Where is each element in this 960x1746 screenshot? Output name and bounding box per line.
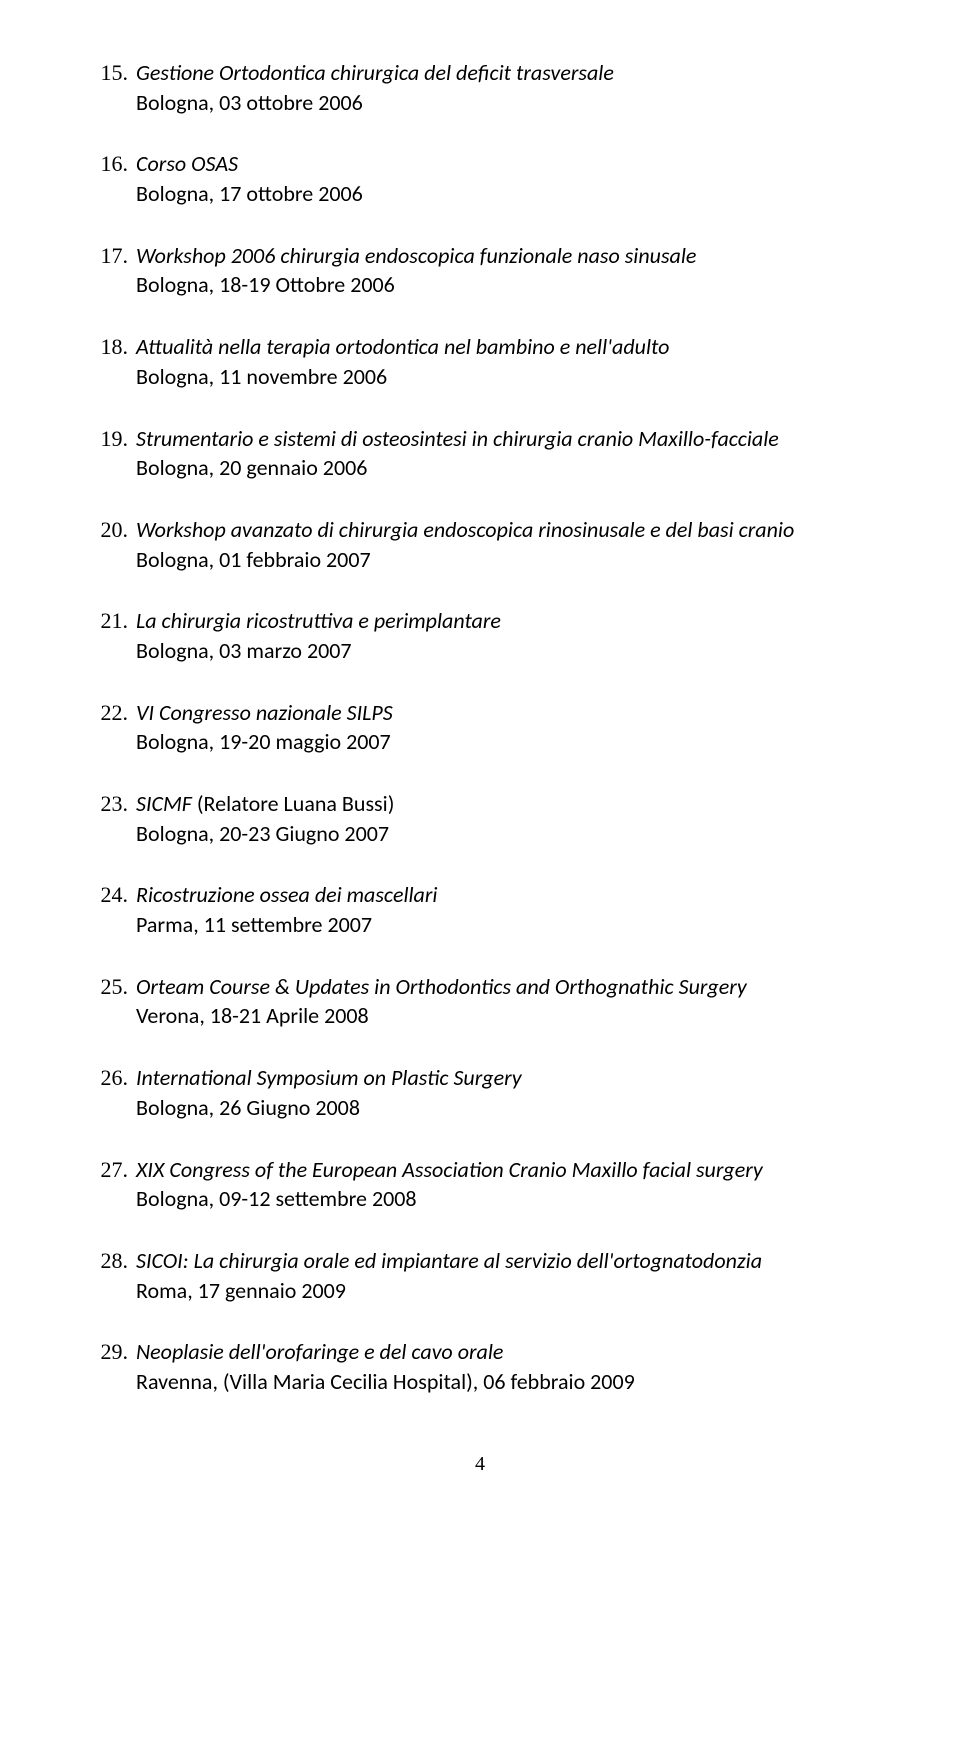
item-number: 21. xyxy=(90,606,128,636)
item-title: XIX Congress of the European Association… xyxy=(136,1156,763,1183)
list-item: 15. Gestione Ortodontica chirurgica del d… xyxy=(90,58,870,117)
item-title: International Symposium on Plastic Surge… xyxy=(136,1064,522,1091)
list-item: 17. Workshop 2006 chirurgia endoscopica f… xyxy=(90,241,870,300)
list-item: 22. VI Congresso nazionale SILPSBologna, … xyxy=(90,698,870,757)
list-item: 21. La chirurgia ricostruttiva e perimpla… xyxy=(90,606,870,665)
item-body: Orteam Course & Updates in Orthodontics … xyxy=(136,972,870,1031)
item-title: VI Congresso nazionale SILPS xyxy=(136,699,393,726)
item-body: Ricostruzione ossea dei mascellari Parma,… xyxy=(136,880,870,939)
item-body: SICOI: La chirurgia orale ed impiantare … xyxy=(136,1246,870,1305)
item-body: Workshop avanzato di chirurgia endoscopi… xyxy=(136,515,870,574)
item-number: 17. xyxy=(90,241,128,271)
item-location: Ravenna, (Villa Maria Cecilia Hospital),… xyxy=(136,1368,635,1395)
item-number: 23. xyxy=(90,789,128,819)
list-item: 20. Workshop avanzato di chirurgia endosc… xyxy=(90,515,870,574)
list-item: 28. SICOI: La chirurgia orale ed impianta… xyxy=(90,1246,870,1305)
item-title: Neoplasie dell'orofaringe e del cavo ora… xyxy=(136,1338,503,1365)
item-number: 18. xyxy=(90,332,128,362)
list-item: 19. Strumentario e sistemi di osteosintes… xyxy=(90,424,870,483)
item-body: Workshop 2006 chirurgia endoscopica funz… xyxy=(136,241,870,300)
item-location: Bologna, 17 ottobre 2006 xyxy=(136,180,363,207)
item-title-noital: (Relatore Luana Bussi) xyxy=(197,790,394,817)
item-title: Ricostruzione ossea dei mascellari xyxy=(136,881,437,908)
list-item: 24. Ricostruzione ossea dei mascellari Par… xyxy=(90,880,870,939)
item-body: International Symposium on Plastic Surge… xyxy=(136,1063,870,1122)
item-location: Roma, 17 gennaio 2009 xyxy=(136,1277,346,1304)
list-item: 16. Corso OSAS Bologna, 17 ottobre 2006 xyxy=(90,149,870,208)
item-location: Parma, 11 settembre 2007 xyxy=(136,911,372,938)
item-body: Gestione Ortodontica chirurgica del defi… xyxy=(136,58,870,117)
item-location: Verona, 18-21 Aprile 2008 xyxy=(136,1002,369,1029)
course-list: 15. Gestione Ortodontica chirurgica del d… xyxy=(90,58,870,1397)
item-title: Strumentario e sistemi di osteosintesi i… xyxy=(136,425,779,452)
item-number: 27. xyxy=(90,1155,128,1185)
item-body: Neoplasie dell'orofaringe e del cavo ora… xyxy=(136,1337,870,1396)
item-title: Orteam Course & Updates in Orthodontics … xyxy=(136,973,747,1000)
item-number: 24. xyxy=(90,880,128,910)
item-location: Bologna, 03 ottobre 2006 xyxy=(136,89,363,116)
item-location: Bologna, 26 Giugno 2008 xyxy=(136,1094,360,1121)
item-number: 25. xyxy=(90,972,128,1002)
item-location: Bologna, 03 marzo 2007 xyxy=(136,637,352,664)
item-body: La chirurgia ricostruttiva e perimplanta… xyxy=(136,606,870,665)
item-title: Attualità nella terapia ortodontica nel … xyxy=(136,333,669,360)
item-number: 16. xyxy=(90,149,128,179)
item-title: Workshop 2006 chirurgia endoscopica funz… xyxy=(136,242,696,269)
item-title: Corso OSAS xyxy=(136,150,238,177)
item-body: Corso OSAS Bologna, 17 ottobre 2006 xyxy=(136,149,870,208)
item-body: VI Congresso nazionale SILPSBologna, 19-… xyxy=(136,698,870,757)
item-location: Bologna, 20 gennaio 2006 xyxy=(136,454,367,481)
page-number: 4 xyxy=(90,1453,870,1476)
list-item: 23. SICMF (Relatore Luana Bussi) Bologna, … xyxy=(90,789,870,848)
list-item: 26. International Symposium on Plastic Su… xyxy=(90,1063,870,1122)
item-number: 29. xyxy=(90,1337,128,1367)
item-number: 20. xyxy=(90,515,128,545)
item-title: Workshop avanzato di chirurgia endoscopi… xyxy=(136,516,794,543)
item-number: 19. xyxy=(90,424,128,454)
item-location: Bologna, 18-19 Ottobre 2006 xyxy=(136,271,395,298)
item-title: La chirurgia ricostruttiva e perimplanta… xyxy=(136,607,501,634)
list-item: 27. XIX Congress of the European Associat… xyxy=(90,1155,870,1214)
item-number: 28. xyxy=(90,1246,128,1276)
item-location: Bologna, 11 novembre 2006 xyxy=(136,363,387,390)
item-number: 22. xyxy=(90,698,128,728)
item-body: Attualità nella terapia ortodontica nel … xyxy=(136,332,870,391)
item-body: Strumentario e sistemi di osteosintesi i… xyxy=(136,424,870,483)
item-number: 15. xyxy=(90,58,128,88)
item-title: SICMF (Relatore Luana Bussi) xyxy=(136,790,394,817)
list-item: 18. Attualità nella terapia ortodontica n… xyxy=(90,332,870,391)
item-number: 26. xyxy=(90,1063,128,1093)
item-location: Bologna, 20-23 Giugno 2007 xyxy=(136,820,389,847)
item-location: Bologna, 09-12 settembre 2008 xyxy=(136,1185,417,1212)
list-item: 25. Orteam Course & Updates in Orthodonti… xyxy=(90,972,870,1031)
item-location: Bologna, 01 febbraio 2007 xyxy=(136,546,371,573)
list-item: 29. Neoplasie dell'orofaringe e del cavo … xyxy=(90,1337,870,1396)
item-title: Gestione Ortodontica chirurgica del defi… xyxy=(136,59,614,86)
item-body: SICMF (Relatore Luana Bussi) Bologna, 20-… xyxy=(136,789,870,848)
item-body: XIX Congress of the European Association… xyxy=(136,1155,870,1214)
item-title: SICOI: La chirurgia orale ed impiantare … xyxy=(136,1247,762,1274)
item-location: Bologna, 19-20 maggio 2007 xyxy=(136,728,391,755)
